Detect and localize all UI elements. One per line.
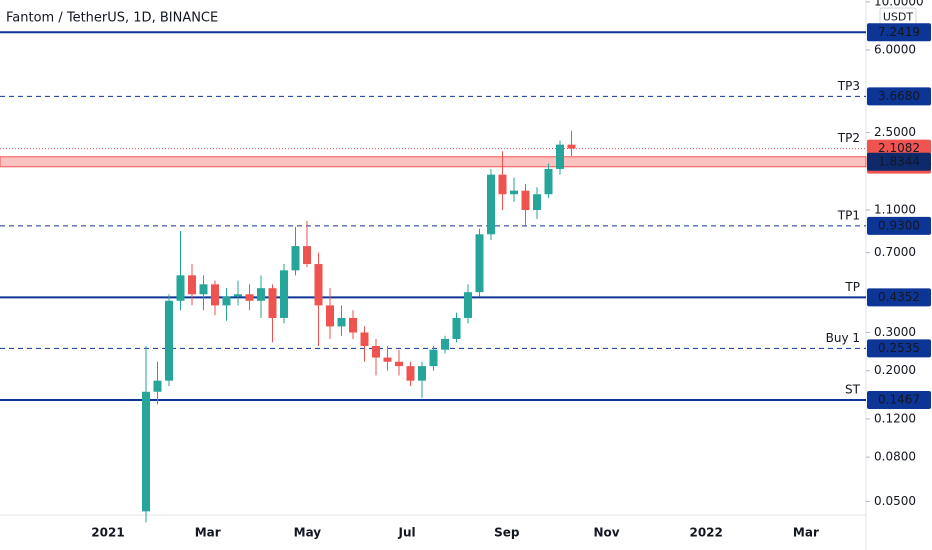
candle-body [337, 317, 346, 327]
y-tick-label: 1.1000 [874, 202, 916, 216]
candle-body [452, 317, 461, 339]
candle-body [498, 174, 507, 195]
candle-body [567, 144, 576, 149]
candle-body [211, 284, 219, 306]
candle-body [291, 246, 300, 271]
level-band [0, 156, 867, 168]
candle-body [487, 174, 495, 235]
x-tick-label: 2021 [91, 526, 124, 540]
price-tag-label: 3.6680 [878, 89, 920, 103]
x-tick-label: May [294, 526, 322, 540]
level-name: Buy 1 [826, 331, 860, 345]
y-tick-label: 0.1200 [874, 411, 916, 425]
candle-body [222, 296, 231, 306]
price-tag-label: 2.1082 [878, 141, 920, 155]
candle-body [349, 317, 357, 333]
candle-body [464, 292, 472, 318]
y-tick-label: 0.3000 [874, 325, 916, 339]
candle-body [314, 264, 323, 306]
y-tick-label: 0.0500 [874, 494, 916, 508]
candle-body [188, 275, 196, 295]
candle-body [234, 294, 242, 297]
candle-body [510, 190, 518, 195]
y-tick-label: 2.5000 [874, 125, 916, 139]
candle-body [441, 338, 449, 350]
price-tag-label: 0.9300 [878, 218, 920, 232]
candle-body [395, 361, 403, 367]
y-tick-label: 10.0000 [874, 0, 924, 8]
price-tag [867, 216, 931, 235]
price-tag-label: 0.2535 [878, 341, 920, 355]
candle-body [280, 270, 288, 318]
price-tag [867, 152, 931, 171]
price-tag [867, 339, 931, 358]
x-tick-label: Mar [793, 526, 819, 540]
candle-body [383, 357, 392, 362]
price-tag-label: 7.2419 [878, 25, 920, 39]
price-tag [867, 23, 931, 42]
level-name: TP1 [837, 208, 860, 222]
candle-body [556, 144, 564, 169]
level-name: TP [844, 280, 860, 294]
candle-body [533, 194, 541, 210]
candle-body [257, 288, 265, 301]
price-tag [867, 288, 931, 307]
candle-body [521, 190, 530, 210]
price-tag-label: 1.8344 [878, 154, 920, 168]
candle-body [176, 275, 185, 301]
currency: USDT [883, 11, 914, 24]
x-tick-label: 2022 [689, 526, 722, 540]
candle-body [475, 234, 484, 293]
candle-body [165, 300, 173, 381]
x-tick-label: Sep [494, 526, 520, 540]
candle-body [372, 345, 380, 358]
candle-body [153, 380, 162, 392]
price-tag [867, 87, 931, 106]
candle-body [303, 246, 311, 265]
candle-body [199, 284, 208, 295]
x-tick-label: Mar [195, 526, 221, 540]
level-name: TP2 [837, 131, 860, 145]
price-tag-label: 0.4352 [878, 290, 920, 304]
y-tick-label: 0.7000 [874, 245, 916, 259]
x-tick-label: Jul [398, 526, 416, 540]
candle-body [429, 349, 438, 367]
candle-body [418, 366, 426, 381]
candle-body [406, 366, 415, 381]
y-tick-label: 0.0800 [874, 450, 916, 464]
chart-title: Fantom / TetherUS, 1D, BINANCE [6, 11, 218, 26]
candle-body [245, 294, 254, 301]
y-tick-label: 0.2000 [874, 363, 916, 377]
candle-body [544, 168, 553, 195]
y-tick-label: 6.0000 [874, 43, 916, 57]
price-tag [867, 390, 931, 409]
candle-body [360, 332, 369, 346]
candle-body [326, 305, 334, 327]
candle-body [142, 391, 150, 512]
price-tag-label: 0.1467 [878, 392, 920, 406]
level-name: ST [845, 382, 861, 396]
candle-body [268, 288, 277, 318]
x-tick-label: Nov [593, 526, 619, 540]
level-name: TP3 [837, 79, 860, 93]
